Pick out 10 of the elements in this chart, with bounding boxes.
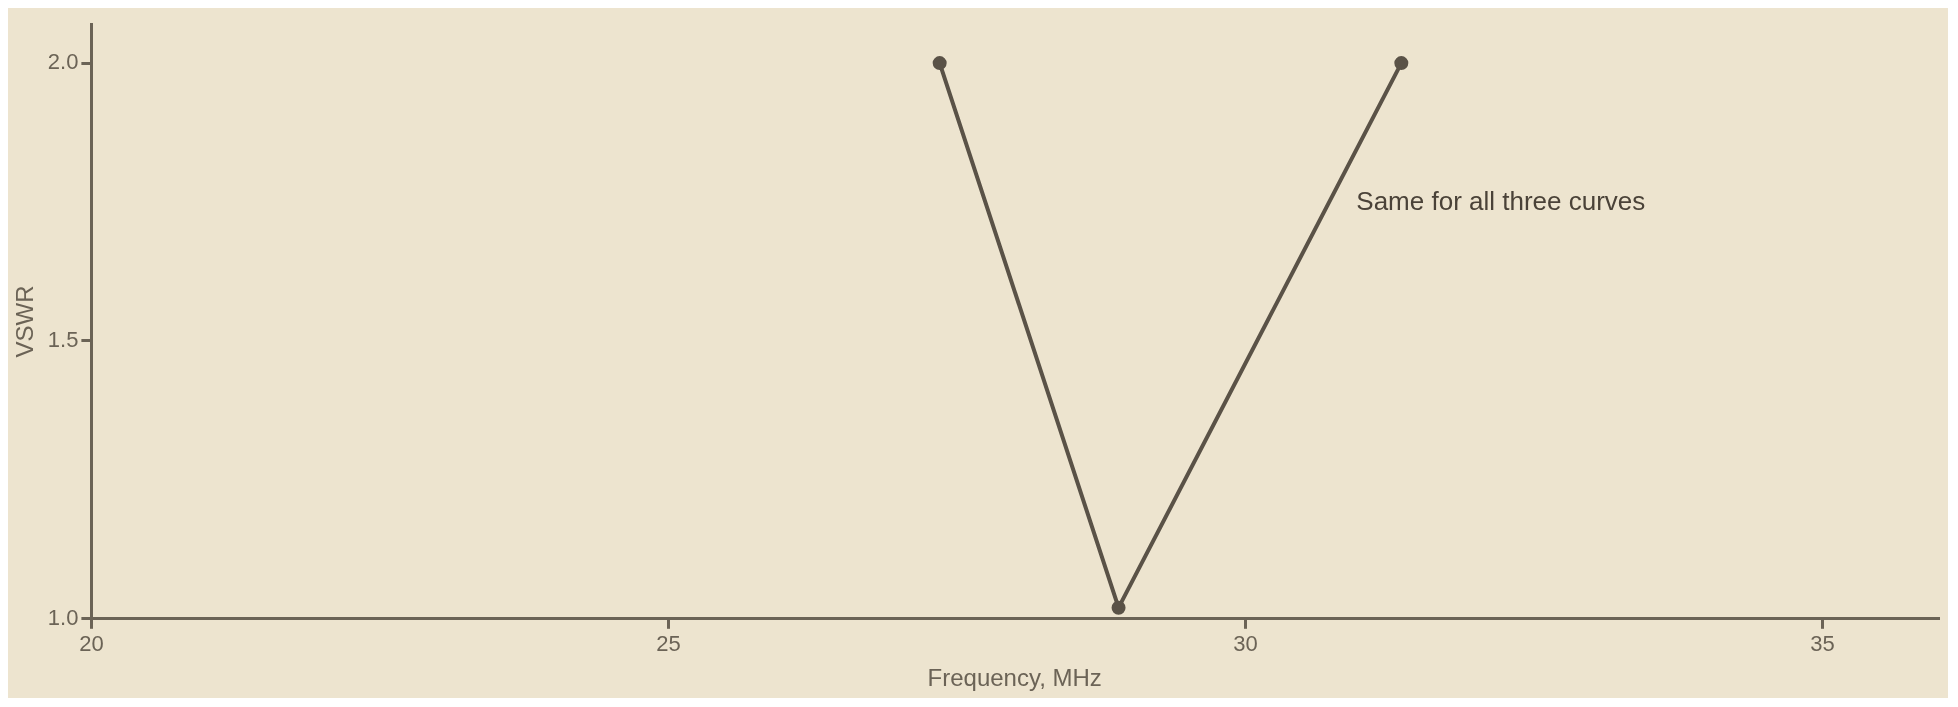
x-tick-label: 30 xyxy=(1233,631,1258,657)
x-axis-title: Frequency, MHz xyxy=(927,664,1102,692)
y-axis-title: VSWR xyxy=(11,285,39,358)
y-tick-label: 1.5 xyxy=(47,327,79,353)
y-tick-label: 1.0 xyxy=(47,604,79,630)
x-tick-label: 35 xyxy=(1810,631,1835,657)
x-tick-label: 20 xyxy=(79,631,104,657)
x-tick-label: 25 xyxy=(656,631,681,657)
annotation: Same for all three curves xyxy=(1356,185,1646,216)
y-tick-label: 2.0 xyxy=(47,49,79,75)
